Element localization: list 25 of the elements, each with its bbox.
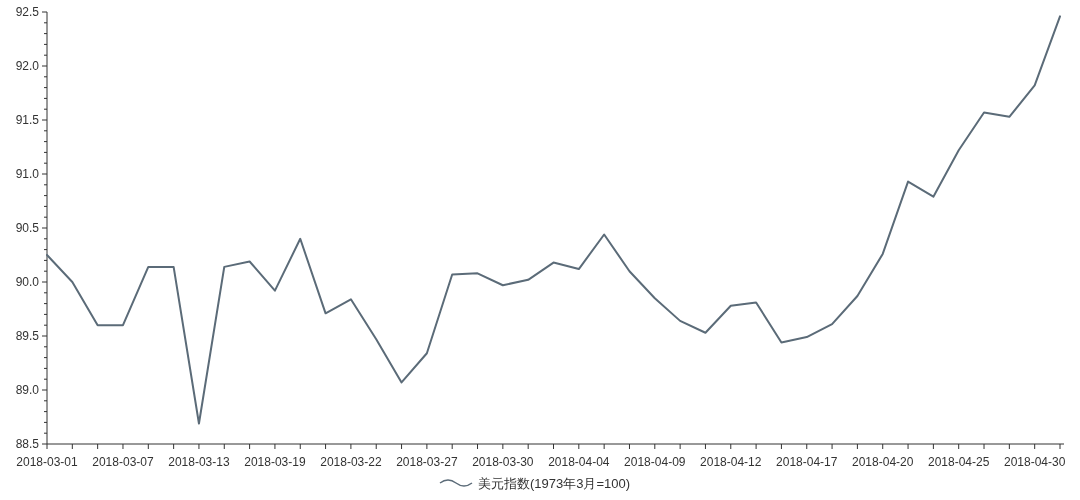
x-tick-label: 2018-03-27 (396, 455, 458, 469)
x-tick-label: 2018-04-09 (624, 455, 686, 469)
x-tick-label: 2018-03-19 (244, 455, 306, 469)
x-tick-label: 2018-04-17 (776, 455, 838, 469)
line-series (46, 15, 1061, 425)
x-tick-label: 2018-03-30 (472, 455, 534, 469)
y-tick-label: 92.0 (15, 59, 40, 73)
x-tick-label: 2018-03-07 (92, 455, 154, 469)
y-tick-label: 90.0 (15, 275, 40, 289)
text: 89.0 (15, 383, 39, 397)
x-tick-label: 2018-04-12 (700, 455, 762, 469)
y-tick-label: 88.5 (15, 437, 40, 451)
x-tick-label: 2018-04-25 (928, 455, 990, 469)
y-tick-label: 92.5 (15, 5, 40, 19)
legend-label: 美元指数(1973年3月=100) (478, 476, 631, 491)
x-tick-label: 2018-04-20 (852, 455, 914, 469)
x-tick-label: 2018-03-13 (168, 455, 230, 469)
x-tick-label: 2018-03-22 (320, 455, 382, 469)
x-tick-label: 2018-04-30 (1003, 455, 1066, 469)
x-tick-label: 2018-04-04 (548, 455, 610, 469)
y-tick-label: 91.5 (15, 113, 40, 127)
x-tick-label: 2018-03-01 (16, 455, 79, 469)
y-tick-label: 91.0 (15, 167, 40, 181)
y-tick-label: 90.5 (15, 221, 40, 235)
y-tick-label: 89.5 (15, 329, 40, 343)
